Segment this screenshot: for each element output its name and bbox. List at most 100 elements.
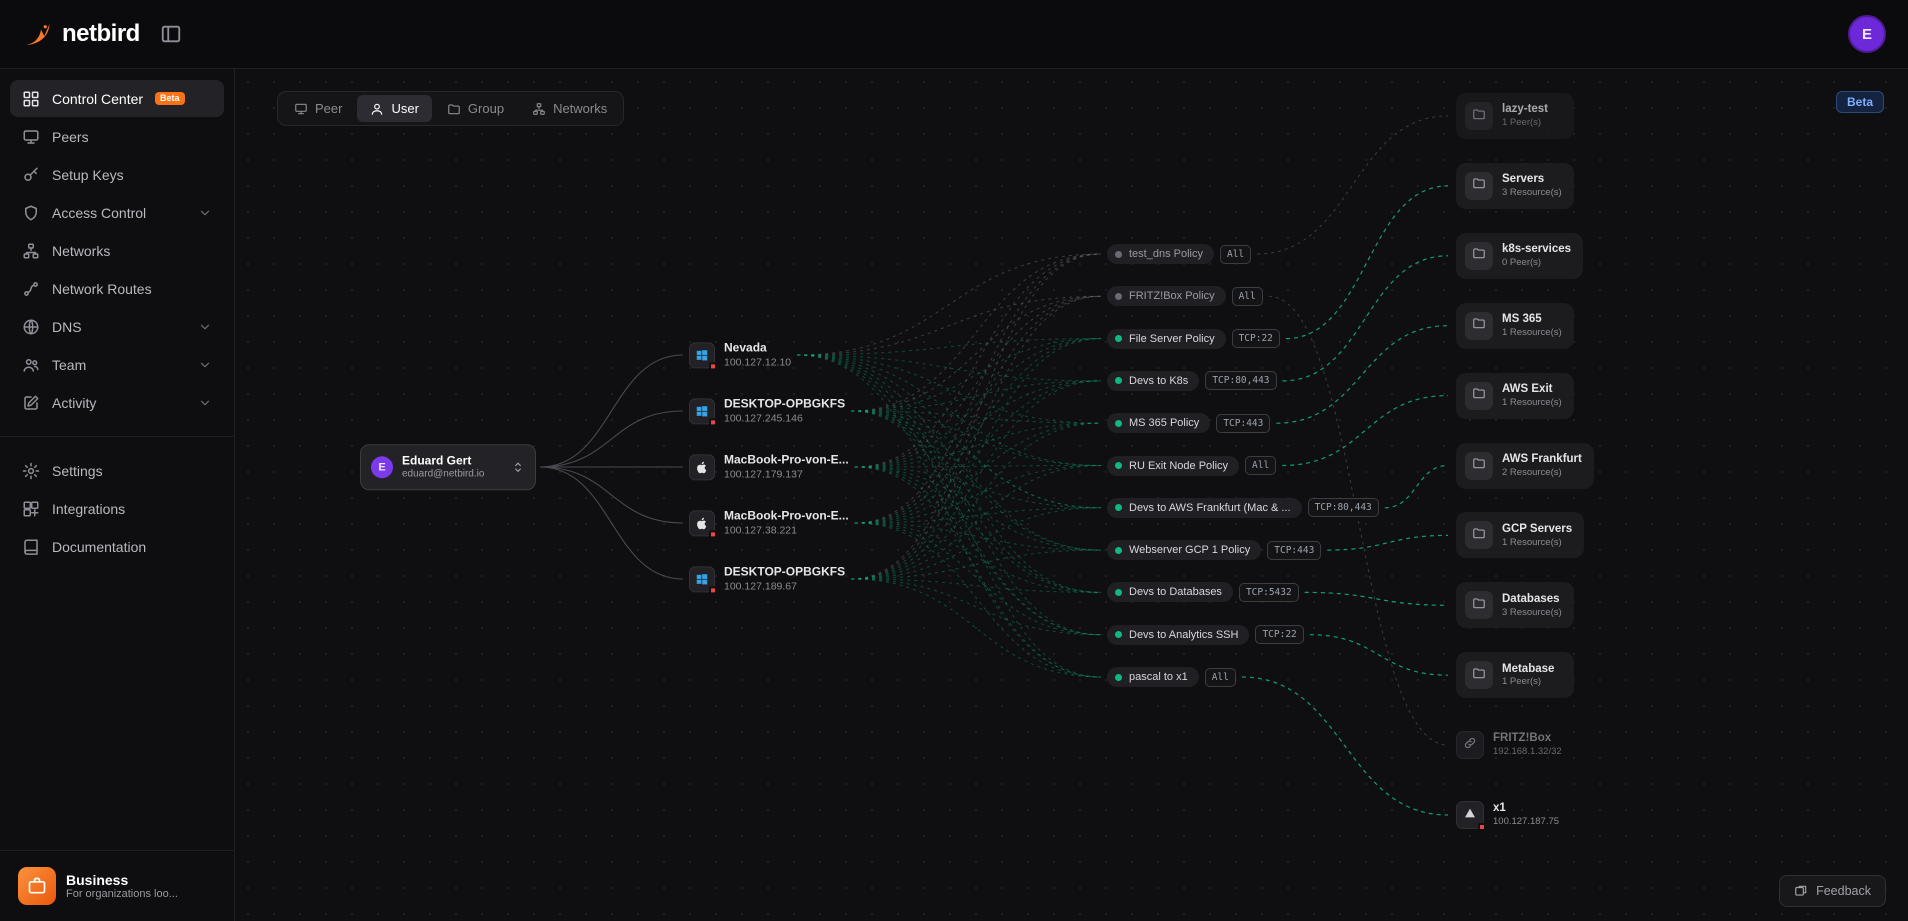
policy-port-badge: All bbox=[1204, 667, 1236, 687]
policy-port-badge: TCP:80,443 bbox=[1307, 498, 1379, 518]
group-detail: 3 Resource(s) bbox=[1502, 606, 1562, 618]
group-node-fritz-box[interactable]: FRITZ!Box 192.168.1.32/32 bbox=[1456, 731, 1562, 760]
peer-node-nevada-0[interactable]: Nevada 100.127.12.10 bbox=[689, 340, 792, 370]
group-node-aws-frankfurt[interactable]: AWS Frankfurt 2 Resource(s) bbox=[1456, 442, 1594, 489]
monitor-icon bbox=[22, 128, 40, 146]
monitor-icon bbox=[294, 102, 308, 116]
user-node-name: Eduard Gert bbox=[402, 453, 472, 468]
chevron-down-icon bbox=[198, 358, 212, 372]
brand-name: netbird bbox=[62, 20, 140, 47]
policy-status-dot bbox=[1115, 250, 1122, 258]
policy-node-fritz-box-policy[interactable]: FRITZ!Box Policy All bbox=[1107, 286, 1263, 307]
triangle-icon bbox=[1456, 801, 1486, 831]
sidebar-item-label: Access Control bbox=[52, 204, 147, 221]
policy-node-ru-exit-node-policy[interactable]: RU Exit Node Policy All bbox=[1107, 455, 1277, 476]
policy-node-devs-to-analytics-ssh[interactable]: Devs to Analytics SSH TCP:22 bbox=[1107, 624, 1304, 645]
peer-node-desktop-opbgkfs-1[interactable]: DESKTOP-OPBGKFS 100.127.245.146 bbox=[689, 396, 846, 426]
feedback-button[interactable]: Feedback bbox=[1779, 875, 1886, 907]
group-node-servers[interactable]: Servers 3 Resource(s) bbox=[1456, 162, 1574, 209]
sidebar-item-label: Networks bbox=[52, 242, 111, 259]
sidebar-item-settings[interactable]: Settings bbox=[10, 452, 224, 489]
sidebar-item-label: Control Center bbox=[52, 90, 144, 107]
policy-node-webserver-gcp-1-policy[interactable]: Webserver GCP 1 Policy TCP:443 bbox=[1107, 540, 1322, 561]
tab-networks[interactable]: Networks bbox=[519, 95, 620, 122]
status-dot bbox=[1478, 823, 1486, 831]
plan-footer[interactable]: Business For organizations loo... bbox=[0, 850, 234, 921]
beta-badge: Beta bbox=[1835, 91, 1884, 113]
policy-port-badge: TCP:443 bbox=[1267, 540, 1322, 560]
sidebar-item-label: DNS bbox=[52, 318, 82, 335]
sidebar-item-label: Settings bbox=[52, 462, 103, 479]
group-node-gcp-servers[interactable]: GCP Servers 1 Resource(s) bbox=[1456, 512, 1585, 559]
policy-name: Devs to AWS Frankfurt (Mac & ... bbox=[1129, 501, 1291, 514]
policy-port-badge: TCP:22 bbox=[1255, 625, 1304, 645]
peer-ip: 100.127.12.10 bbox=[724, 355, 792, 368]
group-name: Servers bbox=[1502, 173, 1545, 186]
policy-port-badge: TCP:443 bbox=[1216, 413, 1271, 433]
group-detail: 0 Peer(s) bbox=[1502, 257, 1542, 269]
group-node-aws-exit[interactable]: AWS Exit 1 Resource(s) bbox=[1456, 372, 1574, 419]
user-avatar[interactable]: E bbox=[1848, 15, 1886, 53]
sidebar-item-label: Activity bbox=[52, 394, 97, 411]
peer-node-desktop-opbgkfs-4[interactable]: DESKTOP-OPBGKFS 100.127.189.67 bbox=[689, 564, 845, 594]
policy-status-dot bbox=[1115, 588, 1122, 596]
policy-node-file-server-policy[interactable]: File Server Policy TCP:22 bbox=[1107, 328, 1280, 349]
tab-group[interactable]: Group bbox=[434, 95, 517, 122]
group-node-k8s-services[interactable]: k8s-services 0 Peer(s) bbox=[1456, 232, 1584, 279]
sidebar-item-network-routes[interactable]: Network Routes bbox=[10, 270, 224, 307]
sidebar-item-dns[interactable]: DNS bbox=[10, 308, 224, 345]
group-detail: 1 Resource(s) bbox=[1502, 396, 1562, 408]
sidebar-item-networks[interactable]: Networks bbox=[10, 232, 224, 269]
sidebar-item-access-control[interactable]: Access Control bbox=[10, 194, 224, 231]
group-node-metabase[interactable]: Metabase 1 Peer(s) bbox=[1456, 652, 1574, 699]
windows-icon bbox=[689, 565, 717, 594]
status-dot bbox=[709, 417, 717, 426]
group-node-databases[interactable]: Databases 3 Resource(s) bbox=[1456, 582, 1574, 629]
user-node[interactable]: E Eduard Gert eduard@netbird.io bbox=[360, 444, 536, 490]
sidebar-item-documentation[interactable]: Documentation bbox=[10, 528, 224, 565]
plan-title: Business bbox=[66, 872, 129, 888]
beta-badge: Beta bbox=[155, 92, 185, 105]
policy-node-devs-to-k8s[interactable]: Devs to K8s TCP:80,443 bbox=[1107, 370, 1277, 391]
policy-node-test-dns-policy[interactable]: test_dns Policy All bbox=[1107, 244, 1252, 264]
policy-name: test_dns Policy bbox=[1129, 248, 1203, 260]
apple-icon bbox=[689, 453, 715, 480]
group-node-x1[interactable]: x1 100.127.187.75 bbox=[1456, 801, 1560, 831]
app-header: netbird E bbox=[0, 0, 1908, 69]
policy-node-devs-to-aws-frankfurt-mac[interactable]: Devs to AWS Frankfurt (Mac & ... TCP:80,… bbox=[1107, 497, 1379, 518]
policy-name: Devs to Analytics SSH bbox=[1129, 628, 1239, 641]
sidebar-item-peers[interactable]: Peers bbox=[10, 118, 224, 155]
chevron-down-icon bbox=[198, 396, 212, 410]
group-node-lazy-test[interactable]: lazy-test 1 Peer(s) bbox=[1456, 93, 1574, 139]
group-detail: 100.127.187.75 bbox=[1493, 816, 1560, 828]
folder-icon bbox=[1465, 171, 1493, 200]
sidebar-item-integrations[interactable]: Integrations bbox=[10, 490, 224, 527]
group-node-ms-365[interactable]: MS 365 1 Resource(s) bbox=[1456, 302, 1574, 349]
tab-label: Group bbox=[467, 101, 505, 116]
sidebar-item-setup-keys[interactable]: Setup Keys bbox=[10, 156, 224, 193]
folder-icon bbox=[447, 102, 461, 116]
peer-name: Nevada bbox=[724, 340, 767, 355]
sidebar-collapse-icon[interactable] bbox=[160, 23, 182, 45]
policy-name: Devs to K8s bbox=[1129, 374, 1189, 387]
sidebar-item-team[interactable]: Team bbox=[10, 346, 224, 383]
policy-node-ms-365-policy[interactable]: MS 365 Policy TCP:443 bbox=[1107, 413, 1271, 434]
peer-name: DESKTOP-OPBGKFS bbox=[724, 396, 846, 411]
updown-chevron-icon bbox=[511, 460, 525, 474]
peer-node-macbook-pro-von-e-2[interactable]: MacBook-Pro-von-E... 100.127.179.137 bbox=[689, 452, 849, 481]
folder-icon bbox=[1465, 451, 1493, 480]
tab-user[interactable]: User bbox=[357, 95, 432, 122]
plan-subtitle: For organizations loo... bbox=[66, 888, 178, 900]
policy-status-dot bbox=[1115, 546, 1122, 554]
policy-status-dot bbox=[1115, 335, 1122, 343]
policy-node-pascal-to-x1[interactable]: pascal to x1 All bbox=[1107, 667, 1236, 687]
sidebar-item-control-center[interactable]: Control Center Beta bbox=[10, 80, 224, 117]
blocks-icon bbox=[22, 500, 40, 518]
peer-node-macbook-pro-von-e-3[interactable]: MacBook-Pro-von-E... 100.127.38.221 bbox=[689, 508, 849, 538]
brand[interactable]: netbird bbox=[22, 19, 182, 49]
policy-name: RU Exit Node Policy bbox=[1129, 459, 1229, 472]
tab-peer[interactable]: Peer bbox=[281, 95, 355, 122]
sidebar-item-activity[interactable]: Activity bbox=[10, 384, 224, 421]
policy-node-devs-to-databases[interactable]: Devs to Databases TCP:5432 bbox=[1107, 582, 1299, 603]
